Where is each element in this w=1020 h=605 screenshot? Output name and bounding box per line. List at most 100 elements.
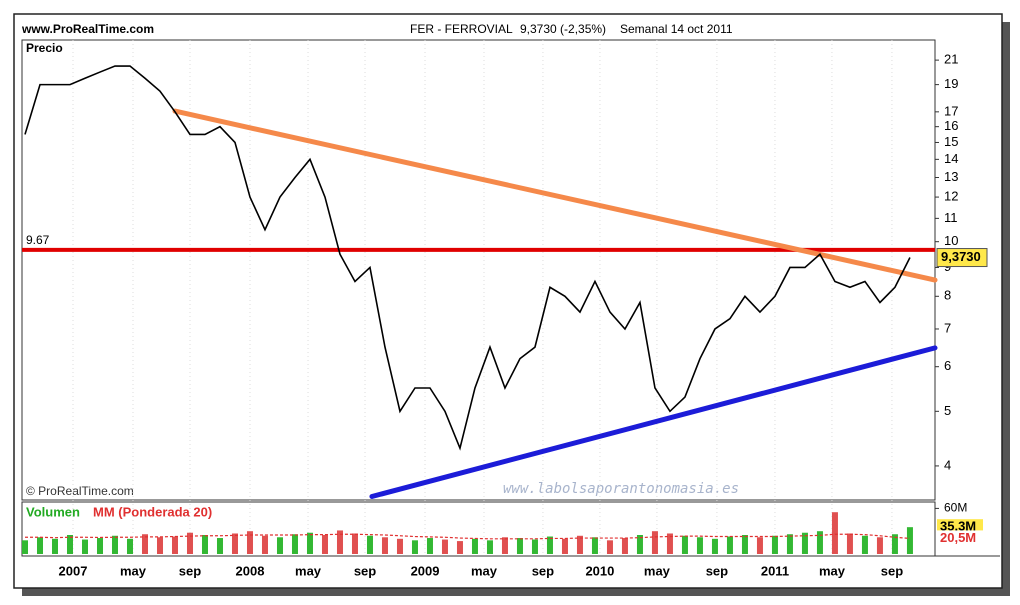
volume-bar: [726, 536, 733, 554]
value-label: 20,5M: [940, 530, 976, 545]
volume-bar: [531, 539, 538, 554]
level-label: 9.67: [26, 233, 50, 247]
period: Semanal 14 oct 2011: [620, 22, 733, 36]
volume-bar: [276, 537, 283, 554]
volume-bar: [231, 533, 238, 554]
volume-bar: [711, 538, 718, 554]
y-tick-label: 13: [944, 169, 958, 184]
volume-bar: [876, 537, 883, 554]
volume-bar: [831, 512, 838, 554]
volume-bar: [351, 533, 358, 554]
volume-bar: [321, 535, 328, 554]
volume-bar: [591, 537, 598, 554]
x-tick-label: may: [819, 563, 846, 578]
volume-bar: [486, 540, 493, 554]
x-tick-label: sep: [706, 563, 728, 578]
x-tick-label: 2008: [236, 563, 265, 578]
volume-bar: [336, 530, 343, 554]
volume-bar: [861, 535, 868, 554]
moving-average: [24, 533, 910, 540]
price-line: [24, 65, 911, 451]
volume-bar: [411, 540, 418, 554]
volume-bar: [156, 537, 163, 554]
source: www.ProRealTime.com: [21, 22, 154, 36]
volume-bar: [741, 535, 748, 554]
y-tick-label: 60M: [944, 501, 967, 515]
volume-bar: [576, 535, 583, 554]
volume-bar: [546, 536, 553, 554]
y-tick-label: 4: [944, 457, 951, 472]
y-tick-label: 11: [944, 210, 958, 225]
volume-bar: [306, 532, 313, 554]
x-tick-label: sep: [881, 563, 903, 578]
y-tick-label: 21: [944, 52, 958, 67]
volume-bar: [906, 527, 913, 554]
volume-bar: [216, 538, 223, 554]
volume-bar: [501, 537, 508, 554]
panel-title: Precio: [26, 41, 63, 55]
trendline: [369, 345, 938, 500]
volume-bar: [66, 535, 73, 554]
x-tick-label: may: [471, 563, 498, 578]
y-tick-label: 5: [944, 403, 951, 418]
y-tick-label: 6: [944, 358, 951, 373]
volume-bar: [261, 535, 268, 554]
x-tick-label: may: [295, 563, 322, 578]
x-tick-label: 2009: [411, 563, 440, 578]
volume-bar: [36, 537, 43, 554]
volume-bar: [381, 537, 388, 554]
trendline: [172, 108, 938, 283]
volume-bar: [606, 540, 613, 554]
quote: 9,3730 (-2,35%): [520, 22, 606, 36]
x-tick-label: sep: [532, 563, 554, 578]
x-tick-label: may: [120, 563, 147, 578]
volume-bar: [51, 538, 58, 554]
volume-bar: [561, 538, 568, 554]
y-tick-label: 19: [944, 76, 958, 91]
volume-bar: [456, 541, 463, 554]
volume-bar: [111, 535, 118, 554]
volume-bar: [651, 531, 658, 554]
y-tick-label: 14: [944, 151, 958, 166]
volume-bar: [471, 538, 478, 554]
price-panel: [21, 39, 936, 501]
volume-bar: [636, 535, 643, 554]
volume-bar: [426, 538, 433, 554]
legend-entry: Volumen: [26, 504, 80, 519]
value-label-box: [937, 530, 983, 547]
volume-bar: [516, 538, 523, 554]
volume-bar: [846, 533, 853, 554]
volume-bar: [756, 537, 763, 554]
y-tick-label: 12: [944, 189, 958, 204]
x-tick-label: may: [644, 563, 671, 578]
volume-bar: [21, 540, 28, 554]
volume-bar: [141, 534, 148, 554]
volume-bar: [816, 531, 823, 554]
volume-bar: [126, 538, 133, 554]
volume-bar: [81, 539, 88, 554]
volume-bar: [696, 537, 703, 554]
volume-bar: [186, 532, 193, 554]
volume-bar: [246, 531, 253, 554]
volume-bar: [681, 535, 688, 554]
volume-bar: [801, 532, 808, 554]
volume-bar: [891, 534, 898, 554]
copyright: © ProRealTime.com: [26, 484, 134, 498]
x-tick-label: 2007: [59, 563, 88, 578]
volume-bar: [396, 538, 403, 554]
y-tick-label: 7: [944, 320, 951, 335]
volume-bar: [171, 536, 178, 554]
y-tick-label: 15: [944, 134, 958, 149]
volume-bar: [201, 535, 208, 554]
x-tick-label: 2011: [761, 563, 789, 578]
volume-bar: [291, 534, 298, 554]
volume-bar: [786, 534, 793, 554]
volume-bar: [96, 538, 103, 554]
y-tick-label: 16: [944, 118, 958, 133]
x-tick-label: 2010: [585, 563, 614, 578]
y-tick-label: 17: [944, 103, 958, 118]
price-label: 9,3730: [941, 249, 981, 264]
price-label-box: [936, 248, 988, 268]
value-label: 35,3M: [940, 519, 976, 534]
